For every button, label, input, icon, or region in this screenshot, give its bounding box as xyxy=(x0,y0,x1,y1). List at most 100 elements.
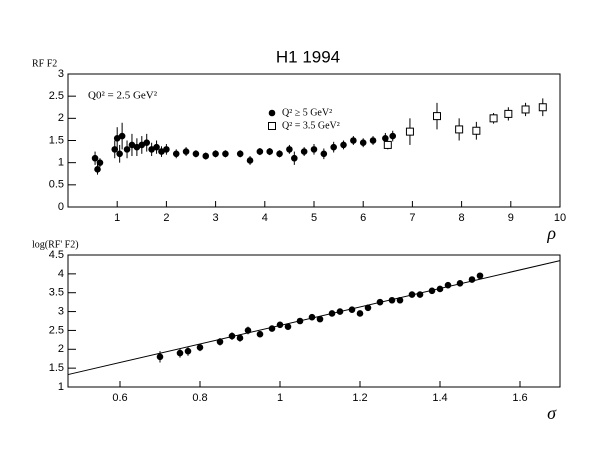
marker xyxy=(521,105,530,114)
x-tick-label: 1.4 xyxy=(432,392,447,404)
x-tick-label: 4 xyxy=(262,212,268,224)
y-tick-label: 2.5 xyxy=(49,324,64,336)
marker xyxy=(156,353,164,361)
x-axis-label: ρ xyxy=(546,223,556,243)
x-tick-label: 9 xyxy=(508,212,514,224)
x-tick-label: 1 xyxy=(277,392,283,404)
marker xyxy=(328,310,336,317)
marker xyxy=(96,159,104,166)
y-tick-label: 1 xyxy=(58,381,64,393)
legend-marker xyxy=(268,109,276,117)
y-tick-label: 1.5 xyxy=(49,362,64,374)
x-tick-label: 1 xyxy=(114,212,120,224)
marker xyxy=(428,287,436,295)
x-tick-label: 2 xyxy=(163,212,169,224)
y-axis-label: RF F2 xyxy=(32,58,57,69)
marker xyxy=(476,272,484,280)
marker xyxy=(320,150,328,158)
marker xyxy=(94,166,101,173)
marker xyxy=(286,146,293,153)
marker xyxy=(153,143,160,151)
marker xyxy=(310,146,318,153)
marker xyxy=(228,332,236,340)
marker xyxy=(268,325,276,332)
marker xyxy=(308,313,316,321)
marker xyxy=(118,132,126,140)
marker xyxy=(538,103,547,112)
x-tick-label: 10 xyxy=(554,212,566,224)
x-tick-label: 5 xyxy=(311,212,317,224)
marker xyxy=(389,132,397,140)
y-tick-label: 0.5 xyxy=(49,179,64,191)
marker xyxy=(455,125,464,134)
x-tick-label: 1.6 xyxy=(512,392,527,404)
marker xyxy=(284,323,292,330)
legend-marker xyxy=(268,122,276,130)
marker xyxy=(316,315,324,323)
x-tick-label: 1.2 xyxy=(352,392,367,404)
x-tick-label: 6 xyxy=(360,212,366,224)
marker xyxy=(172,150,180,158)
marker xyxy=(143,139,151,147)
marker xyxy=(436,285,444,293)
marker xyxy=(256,148,264,155)
marker xyxy=(216,338,224,346)
y-tick-label: 1 xyxy=(58,157,64,169)
marker xyxy=(504,109,513,118)
y-tick-label: 4 xyxy=(58,268,64,280)
y-tick-label: 2 xyxy=(58,112,64,124)
legend-label: Q² ≥ 5 GeV² xyxy=(282,107,332,118)
y-tick-label: 3 xyxy=(58,305,64,317)
marker xyxy=(276,150,283,158)
marker xyxy=(276,321,284,329)
y-tick-label: 1.5 xyxy=(49,134,64,146)
marker xyxy=(123,146,131,153)
marker xyxy=(348,306,356,313)
marker xyxy=(246,157,254,164)
marker xyxy=(236,150,244,158)
marker xyxy=(364,304,372,312)
marker xyxy=(383,140,392,149)
marker xyxy=(336,308,344,315)
y-tick-label: 2.5 xyxy=(49,90,64,102)
marker xyxy=(196,344,204,351)
marker xyxy=(396,296,404,304)
marker xyxy=(369,137,377,144)
marker xyxy=(468,276,476,283)
marker xyxy=(222,150,229,158)
marker xyxy=(182,148,190,155)
marker xyxy=(202,152,210,160)
legend-label: Q² = 3.5 GeV² xyxy=(282,120,340,131)
marker xyxy=(356,310,364,317)
marker xyxy=(489,114,498,123)
marker xyxy=(116,150,123,158)
marker xyxy=(456,279,464,287)
y-axis-label: log(RF' F2) xyxy=(32,239,79,250)
marker xyxy=(91,154,99,162)
marker xyxy=(176,349,184,357)
marker xyxy=(408,291,416,298)
x-tick-label: 7 xyxy=(409,212,415,224)
marker xyxy=(300,148,308,155)
marker xyxy=(405,127,414,136)
marker xyxy=(244,327,252,334)
y-tick-label: 4.5 xyxy=(49,249,64,261)
marker xyxy=(330,143,337,151)
marker xyxy=(433,112,441,121)
marker xyxy=(192,150,200,158)
y-tick-label: 2 xyxy=(58,343,64,355)
marker xyxy=(350,137,357,144)
marker xyxy=(340,141,347,149)
plot-frame xyxy=(67,254,561,388)
marker xyxy=(291,154,298,162)
marker xyxy=(359,139,367,147)
marker xyxy=(388,296,396,304)
x-tick-label: 0.8 xyxy=(192,392,207,404)
marker xyxy=(163,146,170,153)
x-tick-label: 3 xyxy=(213,212,219,224)
y-tick-label: 3.5 xyxy=(49,287,64,299)
annotation: Q0² = 2.5 GeV² xyxy=(88,90,158,102)
marker xyxy=(376,298,384,306)
marker xyxy=(472,126,481,135)
